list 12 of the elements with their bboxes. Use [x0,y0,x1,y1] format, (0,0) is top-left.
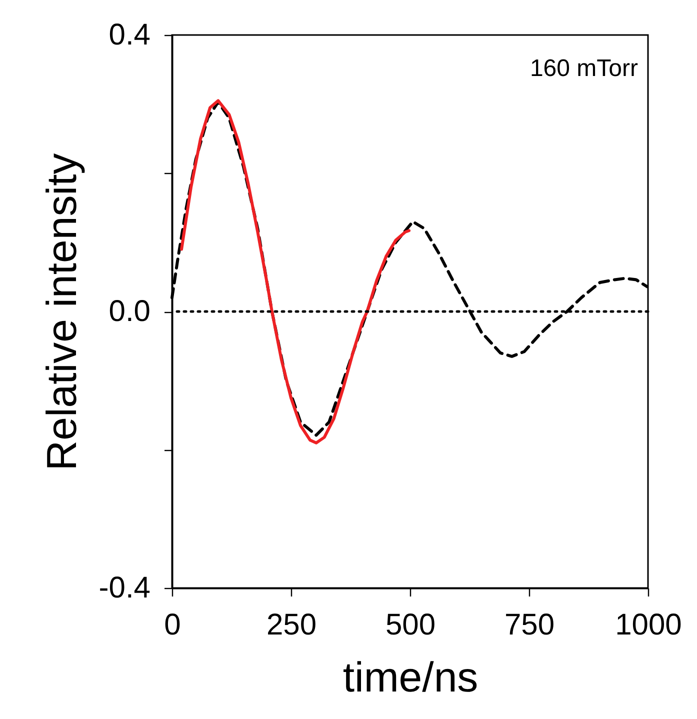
y-axis-title: Relative intensity [38,153,85,471]
x-tick-label: 1000 [615,608,682,642]
x-tick-label: 0 [164,608,181,642]
line-series [180,99,411,444]
x-axis-title: time/ns [342,654,478,700]
y-tick-label: 0.0 [108,295,150,328]
x-tick-label: 250 [266,608,317,642]
x-tick-label: 750 [504,608,555,642]
x-tick-label: 500 [385,608,436,642]
annotation: 160 mTorr [530,55,638,82]
y-tick-label: 0.4 [108,18,150,52]
y-tick-label: -0.4 [98,572,150,604]
